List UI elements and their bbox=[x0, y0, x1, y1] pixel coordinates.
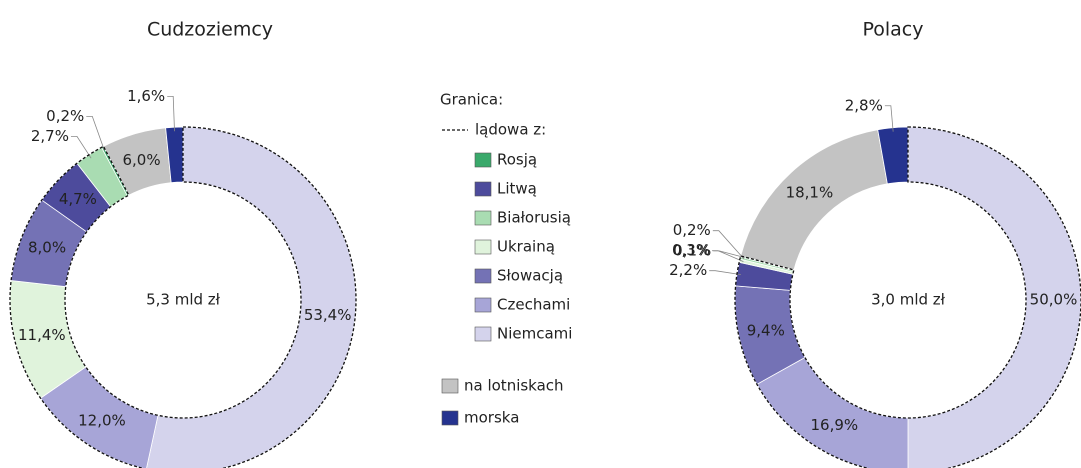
legend-group-label: lądowa z: bbox=[475, 121, 546, 139]
leader-line bbox=[709, 270, 741, 276]
value-label: 9,4% bbox=[747, 321, 785, 339]
legend-swatch bbox=[441, 410, 459, 426]
value-label: 2,2% bbox=[669, 261, 707, 279]
leader-line bbox=[712, 230, 745, 260]
legend-swatch bbox=[474, 152, 492, 168]
donut-segment bbox=[165, 126, 184, 184]
legend-label: Ukrainą bbox=[497, 238, 555, 256]
legend-swatch bbox=[474, 297, 492, 313]
chart-title: Cudzoziemcy bbox=[147, 19, 273, 41]
value-label: 4,7% bbox=[59, 190, 97, 208]
donut bbox=[9, 126, 357, 468]
value-label: 0,3% bbox=[672, 241, 710, 259]
donut-segment bbox=[756, 356, 909, 468]
value-label: 16,9% bbox=[811, 416, 859, 434]
legend-label: na lotniskach bbox=[464, 377, 564, 395]
value-label: 53,4% bbox=[304, 306, 352, 324]
center-label: 5,3 mld zł bbox=[146, 291, 221, 309]
value-label: 6,0% bbox=[122, 151, 160, 169]
leader-line bbox=[167, 95, 175, 132]
legend-swatch bbox=[474, 210, 492, 226]
value-label: 12,0% bbox=[78, 411, 126, 429]
chart-title: Polacy bbox=[862, 19, 923, 41]
legend-swatch bbox=[474, 181, 492, 197]
value-label: 2,7% bbox=[31, 127, 69, 145]
center-label: 3,0 mld zł bbox=[871, 291, 946, 309]
land-outline bbox=[9, 126, 357, 468]
legend-label: Litwą bbox=[497, 180, 537, 198]
legend-swatch bbox=[474, 326, 492, 342]
value-label: 2,8% bbox=[845, 96, 883, 114]
value-label: 0,1% bbox=[673, 241, 711, 259]
leader-line bbox=[70, 135, 92, 159]
value-label: 18,1% bbox=[786, 184, 834, 202]
value-label: 8,0% bbox=[28, 239, 66, 257]
value-label: 0,2% bbox=[673, 221, 711, 239]
legend-label: Niemcami bbox=[497, 325, 572, 343]
legend-swatch bbox=[474, 268, 492, 284]
legend-label: Słowacją bbox=[497, 267, 563, 285]
legend-label: Czechami bbox=[497, 296, 570, 314]
value-label: 50,0% bbox=[1030, 291, 1078, 309]
legend-title: Granica: bbox=[440, 91, 503, 109]
leader-line bbox=[86, 115, 105, 151]
leader-line bbox=[713, 250, 745, 258]
legend-swatch bbox=[441, 378, 459, 394]
legend-swatch bbox=[474, 239, 492, 255]
leader-line bbox=[884, 105, 894, 132]
donut bbox=[734, 126, 1081, 468]
value-label: 11,4% bbox=[18, 326, 66, 344]
legend-label: Białorusią bbox=[497, 209, 571, 227]
value-label: 0,2% bbox=[46, 107, 84, 125]
value-label: 1,6% bbox=[127, 87, 165, 105]
legend-label: Rosją bbox=[497, 151, 537, 169]
legend-label: morska bbox=[464, 409, 519, 427]
